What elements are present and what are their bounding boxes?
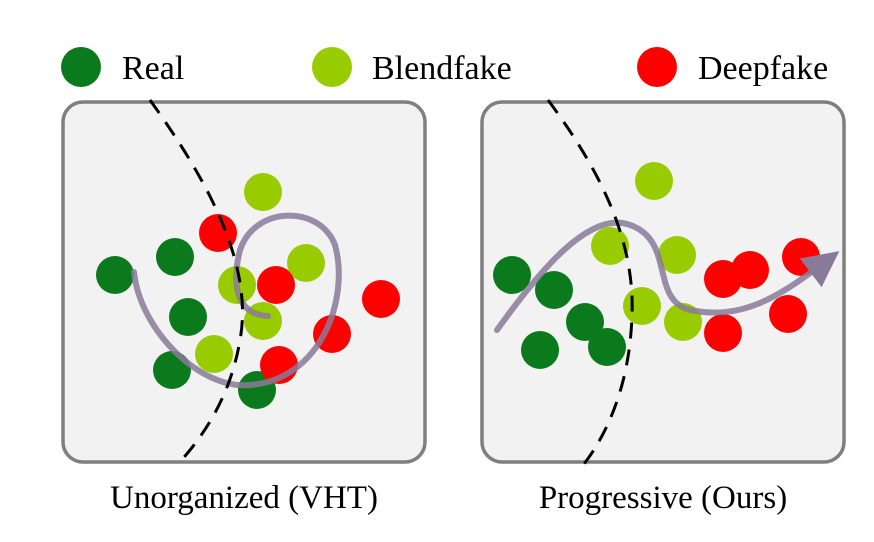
sample-dots bbox=[493, 162, 820, 369]
blendfake-sample-dot bbox=[195, 335, 233, 373]
legend: Real Blendfake Deepfake bbox=[61, 47, 828, 87]
panel-caption: Unorganized (VHT) bbox=[110, 480, 378, 516]
blendfake-sample-dot bbox=[244, 173, 282, 211]
blendfake-sample-dot bbox=[658, 236, 696, 274]
real-sample-dot bbox=[566, 303, 604, 341]
trajectory-wave bbox=[494, 219, 840, 333]
real-sample-dot bbox=[535, 271, 573, 309]
real-sample-dot bbox=[96, 256, 134, 294]
panel-progressive: Progressive (Ours) bbox=[480, 99, 846, 516]
real-sample-dot bbox=[493, 256, 531, 294]
deepfake-sample-dot bbox=[704, 314, 742, 352]
sample-dots bbox=[96, 173, 400, 409]
blendfake-sample-dot bbox=[591, 227, 629, 265]
panel-unorganized: Unorganized (VHT) bbox=[61, 99, 427, 516]
legend-blendfake-label: Blendfake bbox=[372, 50, 512, 87]
legend-deepfake-label: Deepfake bbox=[698, 50, 828, 87]
real-sample-dot bbox=[156, 238, 194, 276]
blendfake-sample-dot bbox=[635, 162, 673, 200]
deepfake-sample-dot bbox=[769, 295, 807, 333]
legend-real-label: Real bbox=[122, 50, 184, 87]
decision-boundary bbox=[546, 99, 634, 465]
blendfake-sample-dot bbox=[623, 287, 661, 325]
legend-real-dot bbox=[61, 47, 101, 87]
blendfake-sample-dot bbox=[287, 244, 325, 282]
legend-blendfake-dot bbox=[312, 47, 352, 87]
deepfake-sample-dot bbox=[362, 280, 400, 318]
decision-boundary bbox=[148, 99, 245, 466]
trajectory-spiral bbox=[131, 212, 342, 389]
real-sample-dot bbox=[153, 351, 191, 389]
deepfake-sample-dot bbox=[199, 214, 237, 252]
legend-deepfake-dot bbox=[637, 47, 677, 87]
panel-caption: Progressive (Ours) bbox=[539, 480, 787, 516]
deepfake-sample-dot bbox=[257, 266, 295, 304]
deepfake-sample-dot bbox=[313, 315, 351, 353]
real-sample-dot bbox=[521, 331, 559, 369]
deepfake-sample-dot bbox=[731, 251, 769, 289]
real-sample-dot bbox=[169, 298, 207, 336]
real-sample-dot bbox=[588, 328, 626, 366]
